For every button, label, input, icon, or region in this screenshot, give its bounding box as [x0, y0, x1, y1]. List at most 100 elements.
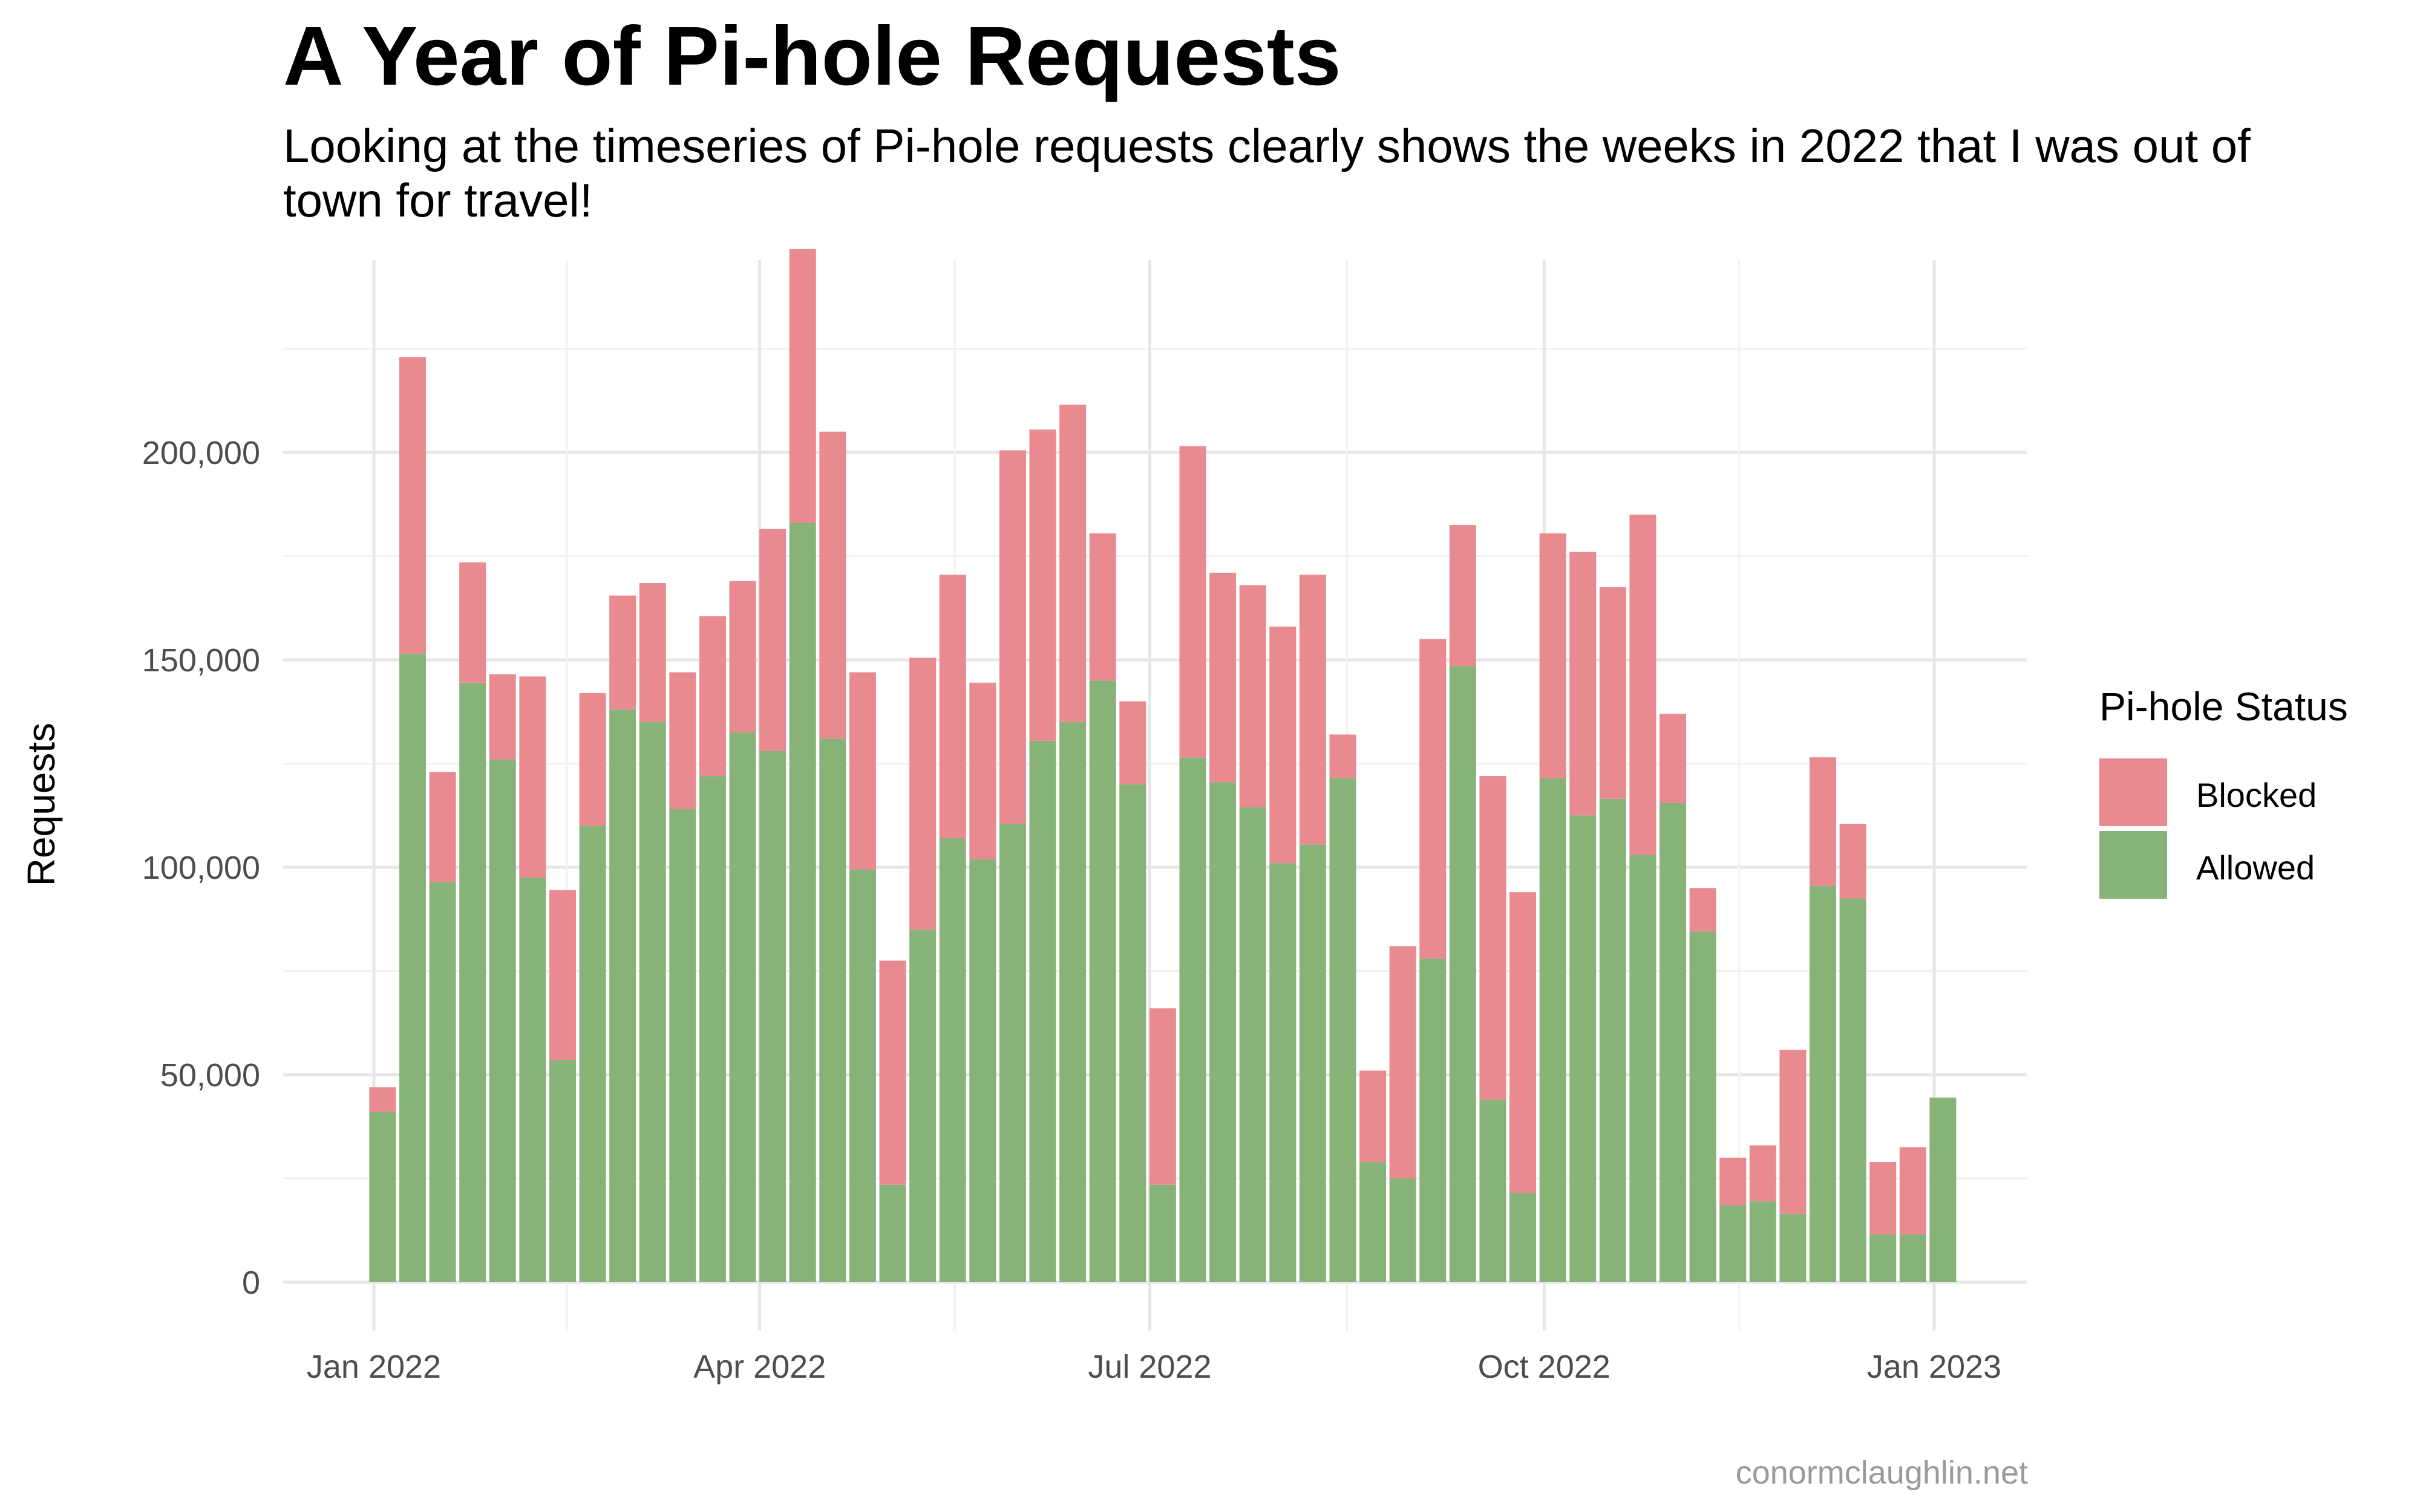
bar-blocked-week-46: [1719, 1158, 1747, 1206]
bar-allowed-week-31: [1269, 863, 1297, 1282]
bar-allowed-week-34: [1359, 1162, 1387, 1282]
bar-allowed-week-26: [1119, 784, 1146, 1282]
bar-blocked-week-49: [1809, 757, 1836, 886]
bar-blocked-week-6: [519, 676, 546, 878]
bar-blocked-week-42: [1599, 587, 1626, 799]
bar-allowed-week-36: [1419, 958, 1447, 1282]
x-tick-label: Jan 2023: [1867, 1349, 2001, 1385]
bar-allowed-week-47: [1749, 1201, 1776, 1282]
x-tick-label: Jan 2022: [307, 1349, 441, 1385]
bar-allowed-week-39: [1509, 1193, 1537, 1282]
bar-allowed-week-21: [969, 859, 996, 1282]
bar-allowed-week-53: [1929, 1097, 1957, 1282]
x-tick-label: Apr 2022: [693, 1349, 826, 1385]
x-tick-label: Jul 2022: [1088, 1349, 1211, 1385]
bar-allowed-week-27: [1149, 1184, 1176, 1282]
chart-title: A Year of Pi-hole Requests: [283, 10, 1341, 103]
bar-allowed-week-44: [1660, 803, 1687, 1282]
bar-allowed-week-43: [1629, 855, 1656, 1282]
bar-blocked-week-27: [1149, 1008, 1176, 1185]
bar-allowed-week-38: [1479, 1100, 1506, 1282]
bar-allowed-week-4: [459, 682, 486, 1282]
bar-blocked-week-35: [1389, 946, 1416, 1179]
bar-allowed-week-11: [669, 809, 696, 1282]
legend-key-blocked: [2099, 758, 2167, 826]
bar-allowed-week-6: [519, 878, 546, 1282]
bar-blocked-week-7: [549, 890, 576, 1060]
bar-allowed-week-25: [1089, 680, 1116, 1282]
bar-allowed-week-22: [999, 823, 1026, 1282]
bar-blocked-week-36: [1419, 639, 1447, 959]
bar-allowed-week-23: [1029, 740, 1056, 1282]
bar-blocked-week-1: [369, 1087, 396, 1112]
bar-blocked-week-38: [1479, 776, 1506, 1100]
bar-blocked-week-33: [1329, 734, 1356, 778]
bar-blocked-week-17: [849, 672, 876, 870]
bar-blocked-week-24: [1059, 405, 1087, 722]
y-tick-label: 50,000: [160, 1057, 260, 1093]
bar-blocked-week-28: [1179, 446, 1206, 758]
bar-blocked-week-4: [459, 562, 486, 683]
bar-blocked-week-29: [1209, 572, 1237, 783]
bar-blocked-week-22: [999, 450, 1026, 824]
chart-subtitle: Looking at the timeseries of Pi-hole req…: [283, 119, 2251, 227]
bar-blocked-week-30: [1239, 585, 1266, 807]
bar-blocked-week-51: [1869, 1162, 1897, 1235]
bar-allowed-week-1: [369, 1112, 396, 1282]
bar-allowed-week-32: [1299, 844, 1326, 1282]
bar-blocked-week-39: [1509, 892, 1537, 1193]
bar-blocked-week-15: [789, 249, 816, 523]
bar-blocked-week-9: [609, 595, 636, 710]
chart-caption: conormclaughlin.net: [1735, 1455, 2028, 1491]
bar-allowed-week-17: [849, 869, 876, 1282]
bar-allowed-week-13: [729, 732, 756, 1282]
legend-label-allowed: Allowed: [2196, 849, 2315, 887]
legend-label-blocked: Blocked: [2196, 776, 2317, 814]
legend-key-allowed: [2099, 831, 2167, 899]
bar-blocked-week-37: [1449, 525, 1476, 666]
bar-allowed-week-20: [939, 838, 966, 1282]
bar-allowed-week-48: [1779, 1213, 1807, 1282]
bar-blocked-week-18: [879, 960, 906, 1185]
bar-blocked-week-16: [819, 431, 846, 739]
bar-allowed-week-46: [1719, 1205, 1747, 1282]
bar-blocked-week-44: [1660, 714, 1687, 803]
bar-blocked-week-10: [639, 583, 666, 722]
bar-allowed-week-49: [1809, 885, 1836, 1282]
bar-blocked-week-41: [1569, 552, 1597, 816]
bar-blocked-week-48: [1779, 1049, 1807, 1214]
bar-allowed-week-9: [609, 709, 636, 1282]
y-tick-label: 100,000: [142, 850, 260, 886]
bar-allowed-week-8: [579, 826, 606, 1282]
bar-blocked-week-11: [669, 672, 696, 809]
bar-allowed-week-18: [879, 1184, 906, 1282]
bar-blocked-week-31: [1269, 627, 1297, 864]
bar-blocked-week-13: [729, 581, 756, 733]
bar-allowed-week-51: [1869, 1234, 1897, 1282]
x-axis-ticks: Jan 2022 Apr 2022 Jul 2022 Oct 2022 Jan 2023: [307, 1349, 2001, 1385]
bar-allowed-week-35: [1389, 1178, 1416, 1282]
bar-allowed-week-2: [399, 653, 426, 1282]
bar-allowed-week-33: [1329, 778, 1356, 1282]
bar-blocked-week-14: [759, 529, 786, 751]
bar-allowed-week-50: [1839, 898, 1866, 1282]
bar-blocked-week-32: [1299, 575, 1326, 845]
bar-allowed-week-28: [1179, 757, 1206, 1282]
bar-allowed-week-42: [1599, 798, 1626, 1282]
bar-allowed-week-24: [1059, 722, 1087, 1282]
bar-allowed-week-40: [1539, 778, 1566, 1282]
bar-blocked-week-5: [489, 674, 516, 760]
bar-blocked-week-45: [1689, 888, 1716, 932]
bar-blocked-week-52: [1899, 1147, 1926, 1235]
bar-blocked-week-3: [429, 772, 456, 882]
bar-allowed-week-7: [549, 1060, 576, 1282]
bar-blocked-week-50: [1839, 823, 1866, 899]
bar-allowed-week-52: [1899, 1234, 1926, 1282]
bar-blocked-week-25: [1089, 533, 1116, 681]
y-tick-label: 0: [242, 1265, 260, 1301]
bar-allowed-week-5: [489, 759, 516, 1282]
bar-allowed-week-19: [909, 929, 937, 1282]
bar-allowed-week-10: [639, 722, 666, 1282]
x-tick-label: Oct 2022: [1478, 1349, 1611, 1385]
